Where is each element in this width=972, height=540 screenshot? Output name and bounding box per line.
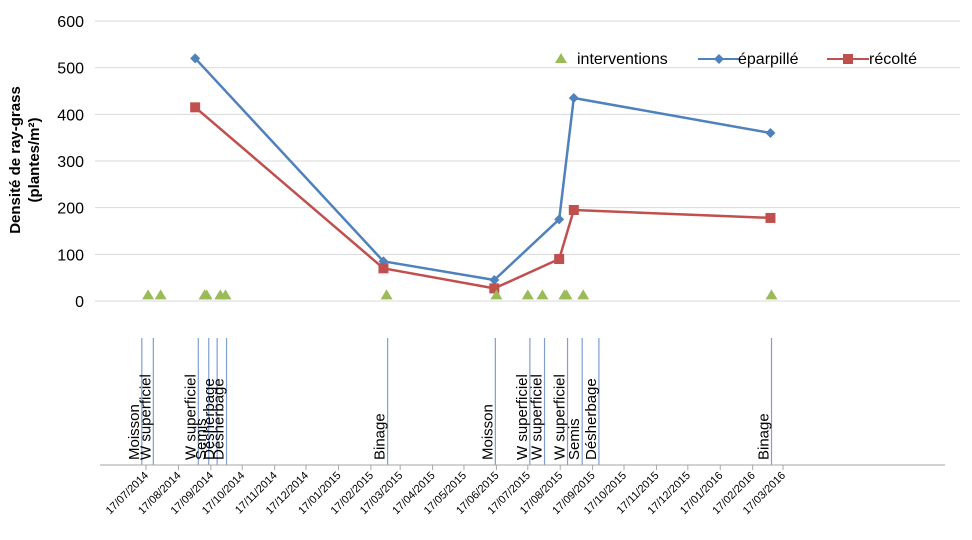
point-interventions [142, 289, 155, 300]
y-tick-label: 300 [57, 154, 84, 171]
legend-item-eparpille: éparpillé [698, 51, 799, 68]
y-axis-ticks: 0 100 200 300 400 500 600 [57, 14, 84, 311]
point-interventions [380, 289, 393, 300]
series-line-recolte [194, 106, 771, 290]
point-recolte [568, 205, 579, 215]
y-tick-label: 500 [57, 61, 84, 78]
intervention-label: Binage [756, 413, 773, 460]
y-tick-label: 400 [57, 107, 84, 124]
legend-item-interventions: interventions [555, 51, 668, 68]
point-recolte [378, 263, 389, 274]
point-interventions [490, 289, 503, 300]
point-eparpille [489, 275, 500, 285]
legend-marker-eparpille [714, 54, 724, 64]
intervention-label: W superficiel [514, 374, 531, 460]
y-axis-title-line2: (plantes/m²) [26, 117, 43, 202]
intervention-label: Semis [566, 418, 583, 460]
plot-area [142, 53, 778, 300]
intervention-label: W superficiel [137, 374, 154, 460]
point-interventions [154, 289, 167, 300]
intervention-label: Désherbage [201, 378, 218, 460]
point-eparpille [568, 93, 579, 103]
point-eparpille [765, 128, 776, 138]
y-tick-label: 100 [57, 247, 84, 264]
intervention-label: Binage [372, 413, 389, 460]
point-recolte [765, 212, 776, 223]
x-axis-ticks: 17/07/201417/08/201417/09/201417/10/2014… [100, 464, 945, 517]
point-interventions [765, 289, 778, 300]
intervention-label: W superficiel [529, 374, 546, 460]
legend-marker-interventions [555, 53, 567, 63]
intervention-label: W superficiel [552, 374, 569, 460]
point-eparpille [554, 214, 565, 225]
intervention-label: Semis [193, 418, 210, 460]
intervention-label: Désherbage [211, 378, 228, 460]
point-interventions [536, 289, 549, 300]
legend: interventions éparpillé récolté [555, 51, 917, 68]
legend-marker-recolte [843, 54, 853, 64]
point-interventions [200, 289, 213, 300]
point-interventions [521, 289, 534, 300]
y-tick-label: 200 [57, 201, 84, 218]
legend-label-eparpille: éparpillé [738, 51, 799, 68]
intervention-label: Moisson [479, 404, 496, 460]
point-interventions [577, 289, 590, 300]
y-tick-label: 600 [57, 14, 84, 31]
y-tick-label: 0 [75, 294, 84, 311]
series-line-eparpille [194, 57, 771, 282]
point-interventions [219, 289, 232, 300]
intervention-label: W superficiel [182, 374, 199, 460]
point-recolte [489, 283, 500, 294]
legend-label-interventions: interventions [577, 51, 668, 68]
intervention-label: Moisson [126, 404, 143, 460]
legend-label-recolte: récolté [869, 51, 917, 68]
point-recolte [554, 254, 565, 264]
legend-item-recolte: récolté [827, 51, 917, 68]
point-interventions [560, 289, 573, 300]
point-recolte [190, 102, 201, 113]
intervention-label: Désherbage [583, 378, 600, 460]
y-gridlines [95, 20, 960, 302]
y-axis-title-line1: Densité de ray-grass [7, 86, 24, 234]
point-eparpille [190, 53, 201, 64]
